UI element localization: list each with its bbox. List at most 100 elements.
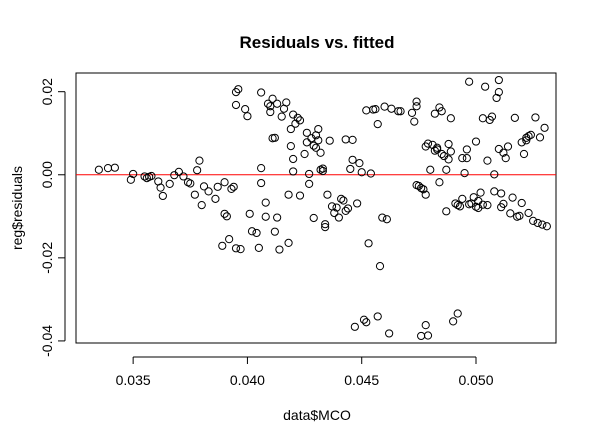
data-point xyxy=(179,172,188,181)
x-axis-label: data$MCO xyxy=(283,407,351,423)
data-point xyxy=(435,178,444,187)
data-point xyxy=(158,191,167,201)
data-point xyxy=(295,116,305,125)
data-point xyxy=(309,213,318,223)
data-point xyxy=(339,196,348,205)
data-point xyxy=(286,124,295,134)
data-point xyxy=(444,155,453,164)
data-point xyxy=(460,169,469,178)
data-point xyxy=(494,75,503,85)
data-point xyxy=(396,107,405,116)
data-point xyxy=(266,107,275,117)
data-point xyxy=(257,164,266,173)
data-point xyxy=(517,198,526,208)
data-point xyxy=(526,130,535,139)
data-point xyxy=(295,191,305,200)
data-point xyxy=(197,200,206,210)
data-point xyxy=(195,156,204,165)
data-point xyxy=(346,164,355,174)
data-point xyxy=(183,178,193,187)
data-point xyxy=(378,213,387,222)
data-point xyxy=(277,112,286,121)
data-point xyxy=(261,212,270,221)
data-point xyxy=(147,171,156,181)
y-axis: -0.04 -0.02 0.00 0.02 xyxy=(39,78,66,357)
x-tick-label: 0.050 xyxy=(458,372,493,388)
data-point xyxy=(538,220,547,229)
data-point xyxy=(94,165,103,174)
data-point xyxy=(385,329,394,338)
data-point xyxy=(373,119,382,129)
data-point xyxy=(236,245,245,254)
data-point xyxy=(284,238,293,247)
data-point xyxy=(220,178,229,187)
data-point xyxy=(446,147,455,156)
data-point xyxy=(302,138,311,147)
data-point xyxy=(497,189,506,198)
data-point xyxy=(387,104,396,113)
y-axis-label: reg$residuals xyxy=(9,166,25,250)
data-point xyxy=(481,82,490,91)
data-point xyxy=(506,209,515,218)
data-point xyxy=(359,315,369,324)
data-point xyxy=(330,208,339,218)
data-point xyxy=(428,140,437,149)
data-point xyxy=(337,194,346,203)
data-point xyxy=(343,204,353,213)
data-point xyxy=(478,200,487,209)
data-point xyxy=(487,112,497,121)
data-point xyxy=(348,155,357,164)
data-point xyxy=(412,97,421,106)
data-point xyxy=(499,199,508,208)
data-point xyxy=(453,200,462,210)
data-point xyxy=(442,207,451,216)
data-point xyxy=(531,113,540,122)
data-point xyxy=(437,149,446,159)
data-point xyxy=(412,102,421,111)
data-point xyxy=(270,133,279,142)
data-point xyxy=(437,107,446,116)
data-point xyxy=(257,88,266,97)
data-point xyxy=(355,159,364,168)
data-point xyxy=(364,239,373,248)
data-point xyxy=(540,123,549,132)
data-point xyxy=(156,183,165,192)
data-point xyxy=(508,193,517,202)
data-point xyxy=(515,211,524,220)
data-point xyxy=(270,227,279,236)
data-point xyxy=(519,149,529,159)
data-point xyxy=(542,222,551,231)
data-point xyxy=(325,136,334,145)
data-point xyxy=(366,169,375,178)
data-point xyxy=(174,167,183,176)
x-axis: 0.035 0.040 0.045 0.050 xyxy=(116,356,494,388)
data-point xyxy=(353,199,362,208)
data-point xyxy=(522,133,531,142)
data-point xyxy=(503,142,513,151)
data-point xyxy=(227,184,236,193)
data-point xyxy=(371,105,380,114)
data-point xyxy=(289,154,298,164)
data-point xyxy=(273,213,282,222)
data-point xyxy=(465,77,474,86)
data-point xyxy=(373,312,382,321)
chart-title: Residuals vs. fitted xyxy=(240,33,395,52)
data-point xyxy=(442,165,451,174)
data-point xyxy=(220,209,229,218)
data-point xyxy=(289,167,298,176)
data-point xyxy=(417,183,426,193)
data-point xyxy=(309,141,318,150)
y-tick-label: 0.02 xyxy=(39,78,55,105)
data-point xyxy=(407,108,417,117)
data-point xyxy=(231,100,241,110)
data-point xyxy=(524,132,533,141)
data-point xyxy=(305,179,314,189)
data-point xyxy=(193,166,202,175)
data-point xyxy=(529,216,538,225)
data-point xyxy=(321,220,330,229)
data-point xyxy=(334,213,343,222)
data-point xyxy=(446,114,455,123)
data-point xyxy=(394,107,403,116)
